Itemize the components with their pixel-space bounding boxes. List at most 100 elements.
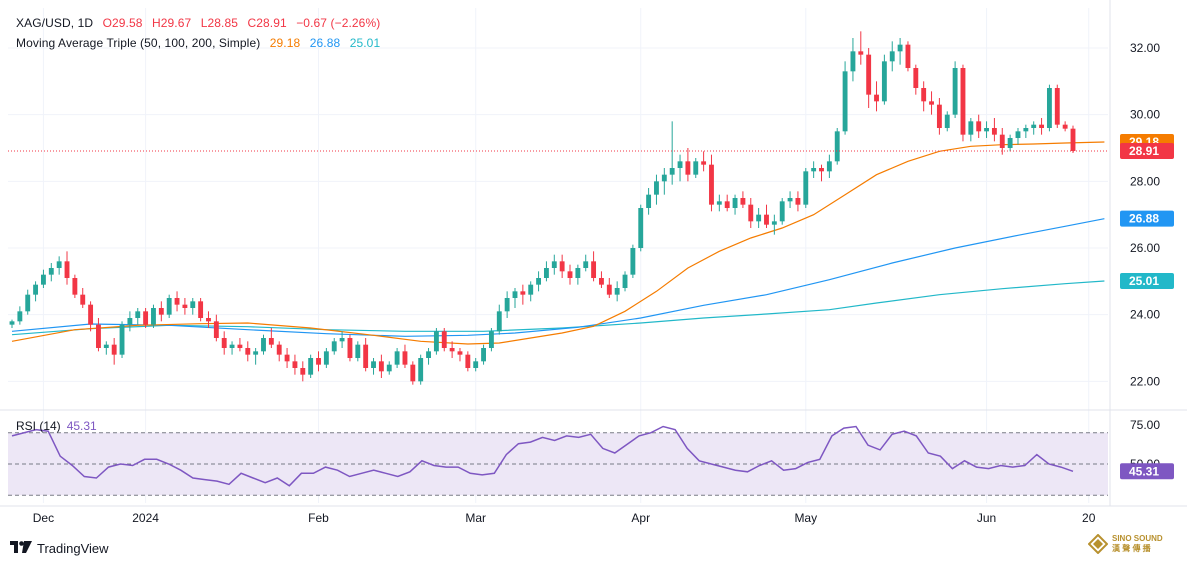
candle-body — [9, 321, 15, 325]
candle-body — [119, 324, 125, 355]
candle-body — [316, 358, 321, 365]
candle-body — [347, 338, 353, 358]
candle-body — [206, 318, 211, 322]
candle-body — [771, 221, 777, 225]
candle-body — [410, 364, 416, 382]
candle-body — [213, 321, 219, 338]
candle-body — [17, 311, 23, 322]
candle-body — [803, 171, 809, 205]
candle-body — [433, 331, 439, 352]
watermark-line2: 漢 聲 傳 播 — [1112, 544, 1151, 553]
candle-body — [811, 168, 817, 172]
candle-body — [536, 278, 542, 285]
candle-body — [237, 344, 243, 348]
candle-body — [48, 268, 54, 275]
candle-body — [936, 104, 942, 128]
candle-body — [253, 351, 259, 355]
candle-body — [787, 198, 793, 202]
watermark-line1: SINO SOUND — [1112, 534, 1163, 543]
rsi-legend[interactable]: RSI (14) 45.31 — [16, 419, 97, 433]
candle-body — [64, 261, 70, 278]
candle-body — [654, 181, 659, 195]
ma100-line — [11, 218, 1105, 337]
candle-body — [952, 68, 958, 115]
candle-body — [371, 361, 376, 368]
candle-body — [693, 161, 699, 175]
candle-body — [756, 214, 762, 222]
candle-body — [331, 341, 337, 352]
candle-body — [583, 261, 589, 268]
candle-body — [182, 304, 188, 308]
last-price-badge — [1120, 143, 1174, 159]
tradingview-footer[interactable]: TradingView — [10, 541, 109, 556]
candle-body — [96, 324, 101, 348]
candle-body — [826, 161, 832, 172]
candle-body — [1015, 131, 1021, 138]
candle-body — [881, 61, 887, 102]
candle-body — [72, 278, 78, 295]
rsi-value: 45.31 — [66, 419, 97, 433]
candle-body — [158, 308, 164, 315]
candle-body — [842, 71, 848, 132]
candle-body — [261, 338, 266, 352]
candle-body — [394, 351, 400, 365]
candle-body — [984, 128, 989, 132]
candle-body — [685, 161, 691, 175]
candle-body — [276, 344, 282, 355]
ma200-price-badge-label: 25.01 — [1129, 274, 1159, 288]
tradingview-brand: TradingView — [37, 541, 109, 556]
candle-body — [378, 361, 384, 372]
candle-body — [496, 311, 502, 332]
candle-body — [166, 298, 172, 315]
candle-body — [614, 288, 620, 295]
ma50-value: 29.18 — [269, 36, 301, 50]
candle-body — [268, 338, 274, 345]
candle-body — [56, 261, 62, 268]
candle-body — [929, 101, 934, 105]
time-axis-label: Apr — [631, 511, 650, 525]
candle-body — [1039, 124, 1044, 128]
price-tick-label: 30.00 — [1130, 108, 1160, 122]
candle-body — [1023, 128, 1029, 132]
time-axis-label: Mar — [465, 511, 486, 525]
time-axis-label: Feb — [308, 511, 329, 525]
candle-body — [559, 261, 565, 272]
price-tick-label: 22.00 — [1130, 374, 1160, 388]
candle-body — [599, 278, 604, 285]
symbol-legend: XAG/USD, 1D O29.58 H29.67 L28.85 C28.91 … — [16, 16, 386, 30]
candle-body — [111, 344, 117, 355]
candle-body — [724, 201, 730, 208]
candle-body — [701, 161, 707, 165]
candle-body — [913, 68, 919, 88]
candle-body — [866, 54, 872, 95]
candle-body — [308, 358, 314, 375]
candle-body — [834, 131, 840, 162]
rsi-value-badge-label: 45.31 — [1129, 464, 1159, 478]
candle-body — [449, 348, 455, 352]
candle-body — [630, 248, 636, 275]
candle-body — [363, 344, 369, 368]
candle-body — [127, 318, 133, 325]
candle-body — [190, 301, 196, 308]
time-axis-label: 2024 — [132, 511, 159, 525]
candle-body — [426, 351, 431, 358]
candle-body — [716, 201, 722, 205]
candle-body — [1046, 88, 1052, 128]
candle-body — [889, 51, 895, 62]
candle-body — [779, 201, 785, 222]
candle-body — [488, 331, 494, 348]
candle-body — [897, 44, 903, 52]
candle-body — [732, 198, 738, 208]
ma-legend[interactable]: Moving Average Triple (50, 100, 200, Sim… — [16, 36, 386, 50]
candle-body — [528, 284, 534, 295]
candle-body — [41, 274, 46, 285]
candle-body — [33, 284, 39, 295]
candle-body — [88, 304, 94, 325]
candle-body — [221, 338, 227, 348]
ma200-line — [11, 280, 1105, 336]
candle-body — [968, 121, 974, 135]
candle-body — [646, 194, 652, 208]
symbol-label[interactable]: XAG/USD, 1D — [16, 16, 94, 30]
